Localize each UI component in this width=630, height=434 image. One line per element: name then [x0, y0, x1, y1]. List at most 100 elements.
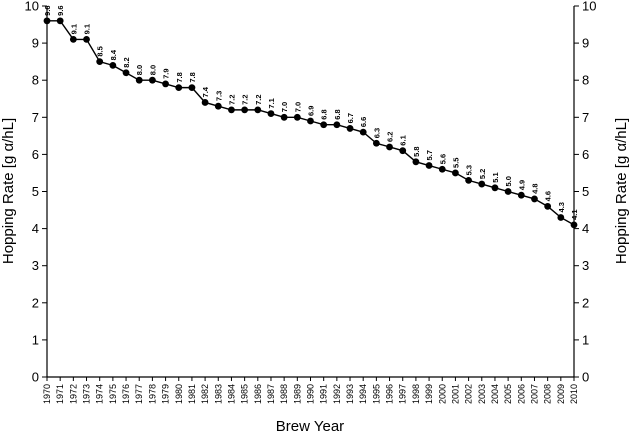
data-point — [162, 80, 169, 88]
data-point — [504, 188, 512, 195]
x-ticks: 1970 1971 1972 1973 1974 1975 1976 1977 1978 1979… — [42, 377, 579, 404]
data-label: 8.0 — [135, 65, 144, 75]
data-point — [412, 158, 420, 166]
data-point — [241, 106, 249, 114]
x-tick-label: 1990 — [306, 384, 316, 404]
data-label: 9.6 — [56, 5, 65, 15]
data-label: 4.3 — [557, 202, 566, 212]
x-tick-label: 1987 — [266, 384, 276, 404]
data-label: 5.3 — [465, 165, 474, 175]
data-label: 5.0 — [504, 176, 513, 186]
data-point — [544, 202, 552, 210]
data-label: 7.9 — [162, 68, 171, 78]
x-tick-label: 2007 — [529, 384, 539, 404]
x-tick-label: 1991 — [319, 384, 329, 404]
data-label: 5.7 — [425, 150, 434, 160]
left-y-ticks: 0 1 2 3 4 5 6 7 8 9 10 — [25, 0, 47, 385]
x-tick-label: 1973 — [82, 384, 92, 404]
data-label: 7.4 — [201, 86, 210, 97]
data-point — [201, 99, 209, 106]
data-label: 7.1 — [267, 98, 276, 108]
y-tick-label-left: 8 — [32, 73, 39, 88]
data-point — [149, 76, 156, 84]
y-tick-label-right: 0 — [582, 370, 589, 385]
data-label: 8.4 — [109, 49, 118, 60]
data-point — [438, 165, 446, 173]
data-point — [135, 76, 143, 84]
data-point — [478, 180, 486, 188]
right-y-ticks: 0 1 2 3 4 5 6 7 8 9 10 — [574, 0, 596, 385]
data-point — [188, 84, 196, 92]
data-point — [254, 106, 262, 114]
y-tick-label-left: 2 — [32, 295, 39, 310]
data-label: 6.6 — [359, 117, 368, 127]
x-tick-label: 2006 — [516, 384, 526, 404]
data-point — [359, 128, 367, 136]
data-point — [56, 17, 64, 25]
data-label: 5.6 — [438, 154, 447, 164]
data-point — [267, 110, 275, 117]
x-tick-label: 1986 — [253, 384, 263, 404]
y-tick-label-left: 1 — [32, 332, 39, 347]
y-tick-label-right: 2 — [582, 295, 589, 310]
data-point — [399, 147, 407, 155]
data-label: 7.2 — [241, 94, 250, 104]
data-label: 7.8 — [175, 72, 184, 82]
data-label: 4.1 — [570, 209, 579, 219]
x-tick-label: 2010 — [569, 384, 579, 404]
y-tick-label-left: 4 — [32, 221, 39, 236]
y-tick-label-right: 5 — [582, 184, 589, 199]
x-tick-label: 1988 — [279, 384, 289, 404]
data-label: 8.5 — [96, 46, 105, 56]
y-tick-label-left: 3 — [32, 258, 39, 273]
x-tick-label: 2008 — [543, 384, 553, 404]
y-tick-label-right: 8 — [582, 73, 589, 88]
data-label: 6.7 — [346, 113, 355, 123]
y-tick-label-right: 9 — [582, 36, 589, 51]
data-point — [280, 113, 288, 121]
y-tick-label-right: 6 — [582, 147, 589, 162]
data-label: 6.9 — [307, 106, 316, 116]
data-point — [307, 117, 314, 125]
data-label: 9.6 — [43, 5, 52, 15]
y-tick-label-right: 4 — [582, 221, 589, 236]
data-label: 7.2 — [254, 94, 263, 104]
x-tick-label: 1989 — [292, 384, 302, 404]
data-label: 4.9 — [517, 180, 526, 190]
y-tick-label-right: 1 — [582, 332, 589, 347]
x-tick-label: 2001 — [450, 384, 460, 404]
data-point — [96, 58, 104, 66]
x-tick-label: 2002 — [464, 384, 474, 404]
data-point — [175, 84, 183, 92]
x-tick-label: 1998 — [411, 384, 421, 404]
y-axis-title-left: Hopping Rate [g α/hL] — [0, 118, 17, 264]
data-point — [557, 214, 565, 221]
y-tick-label-right: 3 — [582, 258, 589, 273]
x-tick-label: 2004 — [490, 384, 500, 404]
x-tick-label: 1976 — [121, 384, 131, 404]
data-point — [570, 221, 578, 229]
x-tick-label: 1974 — [95, 384, 105, 404]
y-axis-title-right: Hopping Rate [g α/hL] — [613, 118, 630, 264]
x-tick-label: 1978 — [147, 384, 157, 404]
data-point — [293, 113, 301, 121]
y-tick-label-left: 5 — [32, 184, 39, 199]
data-point — [333, 121, 341, 129]
data-label: 7.0 — [293, 102, 302, 112]
data-point — [69, 35, 77, 43]
x-tick-label: 2005 — [503, 384, 513, 404]
x-tick-label: 1992 — [332, 384, 342, 404]
data-label: 8.2 — [122, 57, 131, 67]
y-tick-label-left: 6 — [32, 147, 39, 162]
y-tick-label-left: 10 — [25, 0, 39, 14]
data-label: 4.6 — [544, 191, 553, 201]
x-tick-label: 1996 — [385, 384, 395, 404]
data-point — [491, 184, 499, 192]
data-point — [43, 17, 51, 25]
data-point — [122, 69, 130, 77]
data-label: 6.1 — [399, 135, 408, 145]
data-label: 9.1 — [69, 24, 78, 34]
x-tick-label: 1983 — [213, 384, 223, 404]
data-point — [320, 121, 328, 129]
